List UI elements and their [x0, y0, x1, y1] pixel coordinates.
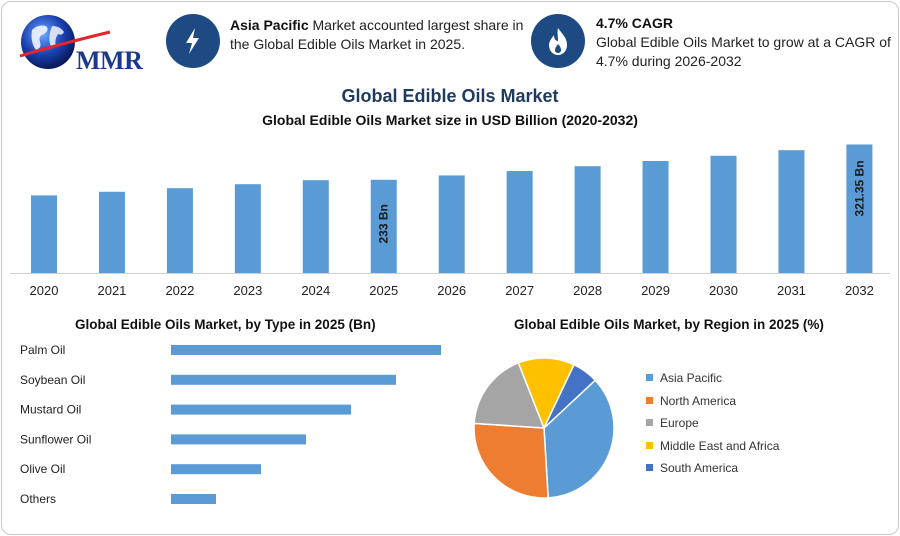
region-pie-chart — [473, 357, 615, 499]
main-title: Global Edible Oils Market — [341, 86, 559, 106]
globe-icon — [19, 15, 111, 69]
bar-2020 — [31, 195, 57, 273]
legend-item-4: South America — [646, 460, 779, 483]
legend-label-4: South America — [660, 461, 739, 476]
highlight-desc-1: Market accounted largest share in the Gl… — [230, 17, 524, 52]
highlight-bold-2: 4.7% CAGR — [596, 15, 674, 31]
type-bar-chart: Palm Oil Soybean Oil Mustard Oil Sunflower … — [20, 343, 441, 506]
highlight-desc-2: Global Edible Oils Market to grow at a C… — [596, 34, 891, 69]
x-tick-2027: 2027 — [505, 283, 534, 298]
x-tick-2021: 2021 — [97, 283, 126, 298]
highlight-text-2: 4.7% CAGR Global Edible Oils Market to g… — [596, 14, 896, 71]
x-tick-2028: 2028 — [573, 283, 602, 298]
type-label-5: Others — [20, 492, 56, 506]
type-bar-5 — [171, 494, 216, 504]
type-bar-3 — [171, 434, 306, 445]
bar-2030 — [710, 155, 737, 273]
bar-2025 — [370, 179, 397, 273]
x-tick-2031: 2031 — [777, 283, 806, 298]
type-bar-0 — [171, 345, 441, 355]
legend-label-0: Asia Pacific — [660, 371, 723, 385]
bar-2026 — [438, 175, 465, 273]
bar-2027 — [506, 171, 533, 273]
x-tick-2023: 2023 — [233, 283, 262, 298]
logo-text: MMR — [76, 46, 143, 75]
x-tick-2026: 2026 — [437, 283, 466, 298]
data-label-2032: 321.35 Bn — [852, 160, 866, 216]
pie-slice-4 — [543, 363, 597, 429]
x-tick-2032: 2032 — [845, 283, 874, 298]
pie-slice-0 — [543, 379, 615, 499]
bar-2031 — [778, 150, 805, 273]
type-bar-1 — [171, 374, 396, 385]
region-legend: Asia Pacific North America Europe Middle Ea… — [646, 370, 779, 483]
legend-item-0: Asia Pacific — [646, 370, 779, 393]
legend-item-3: Middle East and Africa — [646, 438, 779, 461]
highlight-text-1: Asia Pacific Market accounted largest sh… — [230, 16, 525, 54]
legend-swatch-2 — [646, 419, 653, 427]
legend-item-2: Europe — [646, 415, 779, 438]
market-size-chart-title: Global Edible Oils Market size in USD Bi… — [262, 112, 638, 128]
legend-item-1: North America — [646, 393, 779, 416]
x-tick-2022: 2022 — [165, 283, 194, 298]
legend-swatch-1 — [646, 396, 653, 404]
x-tick-2020: 2020 — [30, 283, 59, 298]
bar-2029 — [642, 161, 669, 273]
pie-slice-3 — [517, 357, 576, 430]
type-label-3: Sunflower Oil — [20, 432, 91, 446]
highlight-bold-1: Asia Pacific — [230, 17, 309, 33]
x-tick-2030: 2030 — [709, 283, 738, 298]
legend-label-1: North America — [660, 393, 737, 408]
type-label-1: Soybean Oil — [20, 373, 85, 387]
type-label-2: Mustard Oil — [20, 403, 81, 417]
type-label-4: Olive Oil — [20, 462, 65, 476]
bar-2022 — [166, 188, 193, 273]
region-chart-title: Global Edible Oils Market, by Region in … — [514, 317, 824, 332]
legend-swatch-0 — [646, 374, 653, 381]
legend-label-3: Middle East and Africa — [660, 438, 780, 453]
highlight-badge-1 — [166, 14, 220, 68]
x-tick-2029: 2029 — [641, 283, 670, 298]
x-tick-2025: 2025 — [369, 283, 398, 298]
lightning-icon — [186, 28, 199, 54]
bar-2021 — [98, 191, 125, 273]
mmr-logo: MMR — [18, 12, 143, 78]
highlight-badge-2 — [531, 14, 585, 68]
market-size-bar-chart: 2020 2021 2022 2023 2024 2025 233 Bn 2026 2027 20… — [10, 144, 890, 298]
bar-2023 — [234, 184, 261, 273]
bar-2028 — [574, 166, 601, 273]
pie-slice-2 — [473, 361, 546, 429]
legend-swatch-3 — [646, 441, 653, 449]
legend-swatch-4 — [646, 464, 653, 472]
pie-slice-1 — [473, 422, 549, 499]
type-chart-title: Global Edible Oils Market, by Type in 20… — [75, 317, 376, 332]
type-label-0: Palm Oil — [20, 343, 65, 357]
bar-2032 — [846, 144, 873, 273]
type-bar-4 — [171, 464, 261, 475]
data-label-2025: 233 Bn — [377, 204, 391, 243]
bar-2024 — [302, 180, 329, 273]
type-bar-2 — [171, 404, 351, 415]
flame-icon — [549, 28, 567, 55]
x-tick-2024: 2024 — [301, 283, 330, 298]
legend-label-2: Europe — [660, 416, 699, 431]
